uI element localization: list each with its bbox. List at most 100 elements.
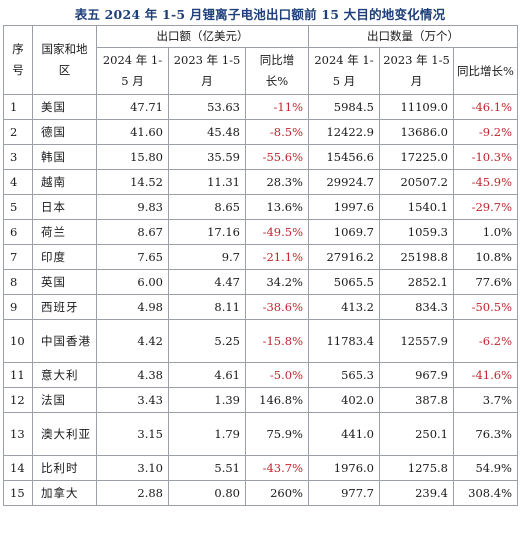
row-region: 日本: [32, 194, 97, 220]
row-value-2024: 14.52: [96, 169, 169, 195]
row-qty-2024: 977.7: [308, 480, 380, 506]
row-value-2024: 47.71: [96, 94, 169, 120]
row-value-yoy: -21.1%: [245, 244, 309, 270]
row-qty-yoy: -10.3%: [453, 144, 518, 170]
row-region: 西班牙: [32, 294, 97, 320]
header-index: 序号: [3, 25, 33, 95]
row-region: 德国: [32, 119, 97, 145]
row-value-2024: 7.65: [96, 244, 169, 270]
row-qty-yoy: 10.8%: [453, 244, 518, 270]
row-value-2024: 6.00: [96, 269, 169, 295]
row-index: 3: [3, 144, 33, 170]
row-qty-2023: 25198.8: [379, 244, 454, 270]
row-qty-yoy: 308.4%: [453, 480, 518, 506]
row-qty-2023: 11109.0: [379, 94, 454, 120]
table-row: 2 德国 41.60 45.48 -8.5% 12422.9 13686.0 -9.2%: [3, 119, 518, 145]
row-value-yoy: -55.6%: [245, 144, 309, 170]
row-qty-2023: 12557.9: [379, 319, 454, 363]
row-index: 11: [3, 362, 33, 388]
row-value-2023: 5.51: [168, 455, 246, 481]
row-value-yoy: 28.3%: [245, 169, 309, 195]
row-value-2023: 1.79: [168, 412, 246, 456]
row-region: 加拿大: [32, 480, 97, 506]
header-qty-2023: 2023 年 1-5 月: [379, 47, 454, 95]
row-qty-2024: 413.2: [308, 294, 380, 320]
row-region: 韩国: [32, 144, 97, 170]
row-qty-2023: 17225.0: [379, 144, 454, 170]
table-row: 1 美国 47.71 53.63 -11% 5984.5 11109.0 -46.1%: [3, 94, 518, 120]
row-value-2023: 17.16: [168, 219, 246, 245]
row-value-2023: 53.63: [168, 94, 246, 120]
row-index: 13: [3, 412, 33, 456]
row-value-2024: 8.67: [96, 219, 169, 245]
row-qty-yoy: -46.1%: [453, 94, 518, 120]
row-region: 越南: [32, 169, 97, 195]
row-qty-2023: 967.9: [379, 362, 454, 388]
row-qty-2024: 15456.6: [308, 144, 380, 170]
row-value-yoy: 75.9%: [245, 412, 309, 456]
row-qty-2024: 565.3: [308, 362, 380, 388]
row-qty-yoy: 76.3%: [453, 412, 518, 456]
row-value-2023: 4.61: [168, 362, 246, 388]
row-value-yoy: 13.6%: [245, 194, 309, 220]
row-qty-2024: 5984.5: [308, 94, 380, 120]
row-qty-yoy: -41.6%: [453, 362, 518, 388]
row-qty-2024: 1976.0: [308, 455, 380, 481]
row-value-yoy: 146.8%: [245, 387, 309, 413]
header-qty-yoy: 同比增长%: [453, 47, 518, 95]
row-region: 比利时: [32, 455, 97, 481]
row-value-2023: 0.80: [168, 480, 246, 506]
row-qty-2023: 1059.3: [379, 219, 454, 245]
row-region: 荷兰: [32, 219, 97, 245]
row-qty-2024: 1069.7: [308, 219, 380, 245]
row-value-2024: 3.43: [96, 387, 169, 413]
row-index: 5: [3, 194, 33, 220]
row-qty-2023: 13686.0: [379, 119, 454, 145]
row-value-2024: 41.60: [96, 119, 169, 145]
row-value-2023: 1.39: [168, 387, 246, 413]
row-qty-2023: 239.4: [379, 480, 454, 506]
row-value-yoy: -15.8%: [245, 319, 309, 363]
table-row: 12 法国 3.43 1.39 146.8% 402.0 387.8 3.7%: [3, 387, 518, 413]
row-value-2024: 15.80: [96, 144, 169, 170]
row-value-2023: 8.65: [168, 194, 246, 220]
table-row: 4 越南 14.52 11.31 28.3% 29924.7 20507.2 -45.9%: [3, 169, 518, 195]
header-region: 国家和地区: [32, 25, 97, 95]
row-region: 英国: [32, 269, 97, 295]
row-qty-2023: 387.8: [379, 387, 454, 413]
row-qty-2023: 250.1: [379, 412, 454, 456]
row-value-yoy: 260%: [245, 480, 309, 506]
row-value-yoy: -49.5%: [245, 219, 309, 245]
row-value-2023: 5.25: [168, 319, 246, 363]
export-table: 序号 国家和地区 出口额（亿美元） 出口数量（万个） 2024 年 1-5 月 …: [3, 25, 518, 506]
row-qty-2023: 834.3: [379, 294, 454, 320]
row-value-yoy: 34.2%: [245, 269, 309, 295]
row-value-yoy: -38.6%: [245, 294, 309, 320]
row-qty-yoy: 3.7%: [453, 387, 518, 413]
row-value-2023: 9.7: [168, 244, 246, 270]
table-title: 表五 2024 年 1-5 月锂离子电池出口额前 15 大目的地变化情况: [74, 7, 446, 22]
row-index: 9: [3, 294, 33, 320]
table-row: 11 意大利 4.38 4.61 -5.0% 565.3 967.9 -41.6%: [3, 362, 518, 388]
row-region: 法国: [32, 387, 97, 413]
header-value-yoy: 同比增长%: [245, 47, 309, 95]
row-qty-2024: 29924.7: [308, 169, 380, 195]
table-row: 9 西班牙 4.98 8.11 -38.6% 413.2 834.3 -50.5%: [3, 294, 518, 320]
row-index: 1: [3, 94, 33, 120]
row-value-2024: 3.10: [96, 455, 169, 481]
row-qty-2023: 2852.1: [379, 269, 454, 295]
row-index: 8: [3, 269, 33, 295]
row-region: 美国: [32, 94, 97, 120]
row-qty-2023: 1275.8: [379, 455, 454, 481]
row-qty-yoy: -50.5%: [453, 294, 518, 320]
row-value-yoy: -5.0%: [245, 362, 309, 388]
row-qty-2024: 12422.9: [308, 119, 380, 145]
row-qty-2024: 402.0: [308, 387, 380, 413]
table-row: 6 荷兰 8.67 17.16 -49.5% 1069.7 1059.3 1.0%: [3, 219, 518, 245]
row-qty-yoy: -9.2%: [453, 119, 518, 145]
row-value-yoy: -8.5%: [245, 119, 309, 145]
row-region: 澳大利亚: [32, 412, 97, 456]
row-value-2023: 11.31: [168, 169, 246, 195]
row-qty-2023: 20507.2: [379, 169, 454, 195]
row-value-2023: 8.11: [168, 294, 246, 320]
